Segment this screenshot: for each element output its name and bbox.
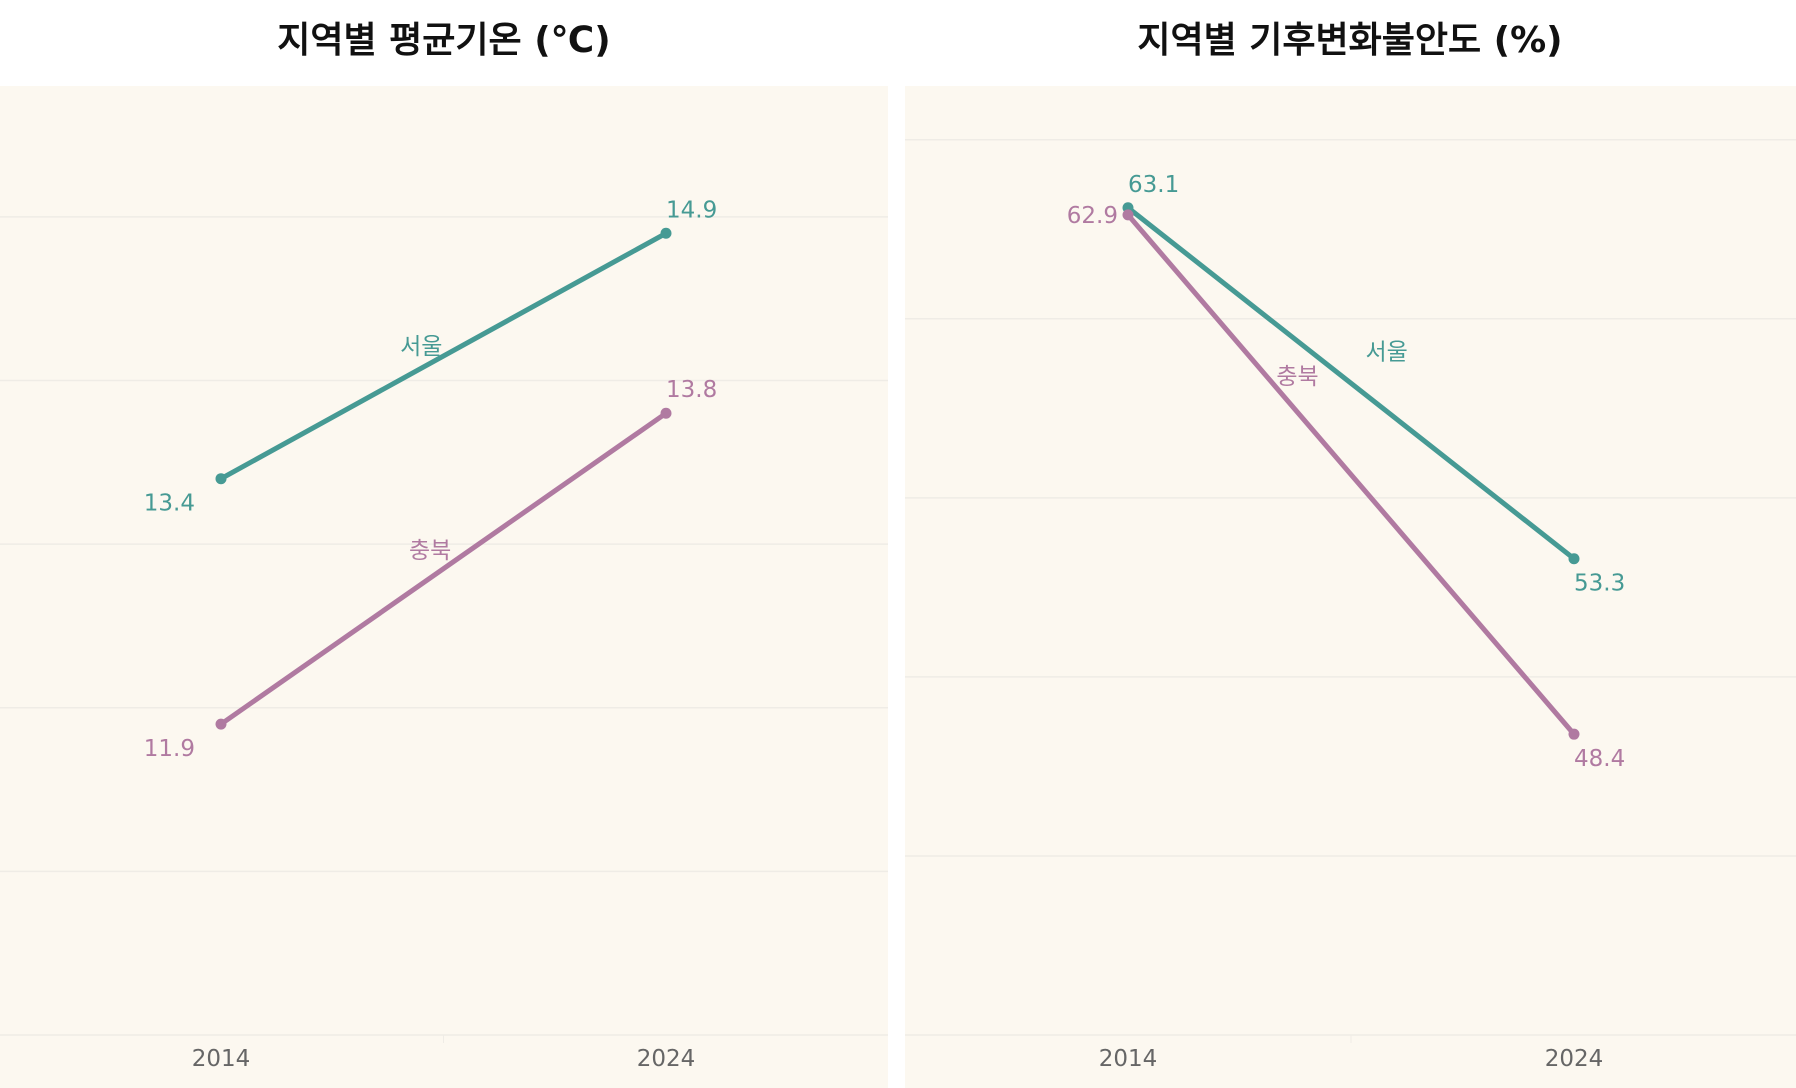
x-tick-label-2024: 2024 — [637, 1046, 696, 1072]
series-label-chungbuk: 충북 — [1276, 364, 1318, 390]
plot-background-temperature — [0, 86, 888, 1088]
data-point-chungbuk-2024 — [1568, 728, 1580, 740]
data-label-seoul-2024: 53.3 — [1574, 571, 1625, 597]
series-line-chungbuk — [1125, 212, 1577, 737]
data-label-seoul-2024: 14.9 — [666, 197, 717, 223]
data-point-chungbuk-2024 — [660, 407, 672, 419]
series-label-chungbuk: 충북 — [409, 538, 451, 564]
x-tick-label-2014: 2014 — [1099, 1046, 1158, 1072]
data-label-seoul-2014: 63.1 — [1128, 172, 1179, 198]
series-line-seoul — [218, 230, 669, 482]
chart-title-anxiety: 지역별 기후변화불안도 (%) — [1137, 20, 1562, 61]
data-label-chungbuk-2024: 13.8 — [666, 377, 717, 403]
data-point-seoul-2014 — [215, 473, 227, 485]
data-label-chungbuk-2014: 62.9 — [1067, 203, 1118, 229]
data-label-chungbuk-2014: 11.9 — [144, 736, 195, 762]
data-point-seoul-2024 — [660, 227, 672, 239]
data-label-seoul-2014: 13.4 — [144, 491, 195, 517]
data-label-chungbuk-2024: 48.4 — [1574, 746, 1625, 772]
series-label-seoul: 서울 — [400, 334, 442, 360]
series-line-chungbuk — [218, 410, 669, 727]
data-point-chungbuk-2014 — [1122, 209, 1134, 221]
chart-title-temperature: 지역별 평균기온 (℃) — [277, 20, 610, 61]
x-tick-label-2024: 2024 — [1545, 1046, 1604, 1072]
series-label-seoul: 서울 — [1366, 339, 1408, 365]
series-line-seoul — [1125, 205, 1577, 562]
data-point-seoul-2024 — [1568, 553, 1580, 565]
data-point-chungbuk-2014 — [215, 718, 227, 730]
panel-separator — [888, 86, 905, 1088]
x-tick-label-2014: 2014 — [192, 1046, 251, 1072]
plot-background-anxiety — [905, 86, 1796, 1088]
